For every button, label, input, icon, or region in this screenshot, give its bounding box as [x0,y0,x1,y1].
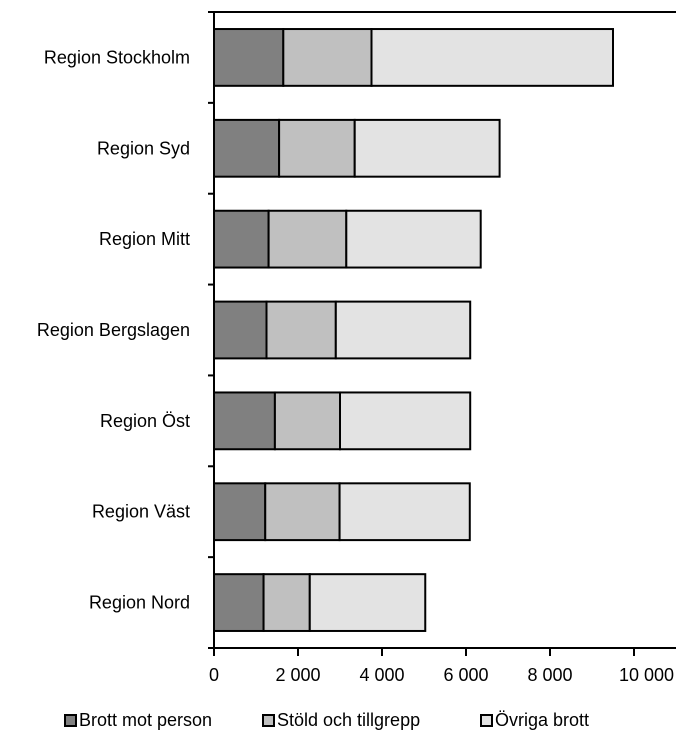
bar-segment [273,391,341,451]
x-tick-label: 10 000 [619,665,674,685]
legend-label: Övriga brott [495,710,589,730]
bar-segment [265,300,337,360]
category-label: Region Nord [89,593,190,613]
bars-layer [213,28,614,632]
legend-swatch [480,714,493,727]
legend-swatch [64,714,77,727]
bar-segment [213,482,267,542]
bar-segment [213,391,276,451]
bar-segment [213,28,285,87]
bar-segment [213,118,281,178]
bar-segment [339,391,472,451]
legend: Brott mot person Stöld och tillgrepp Övrig… [64,710,589,730]
bar-segment [334,300,472,360]
bar-segment [308,573,427,632]
bar-segment [213,573,265,632]
bar-segment [338,482,471,542]
bar-segment [282,28,373,87]
x-tick-label: 2 000 [275,665,320,685]
bar-segment [213,300,268,360]
category-label: Region Bergslagen [37,320,190,340]
x-tick-label: 0 [209,665,219,685]
legend-swatch [262,714,275,727]
category-label: Region Stockholm [44,47,190,67]
x-tick-label: 4 000 [359,665,404,685]
legend-label: Brott mot person [79,710,212,730]
x-tick-label: 8 000 [527,665,572,685]
bar-segment [267,209,348,269]
bar-segment [264,482,341,542]
bar-segment [213,209,270,269]
category-label: Region Mitt [99,229,190,249]
axes-layer: Region Stockholm Region Syd Region Mitt Reg… [37,11,676,685]
category-label: Region Öst [100,411,190,431]
category-label: Region Syd [97,138,190,158]
x-tick-label: 6 000 [443,665,488,685]
bar-segment [370,28,614,87]
legend-label: Stöld och tillgrepp [277,710,420,730]
bar-segment [353,118,501,178]
bar-segment [262,573,311,632]
bar-segment [345,209,482,269]
category-label: Region Väst [92,502,190,522]
bar-segment [278,118,356,178]
